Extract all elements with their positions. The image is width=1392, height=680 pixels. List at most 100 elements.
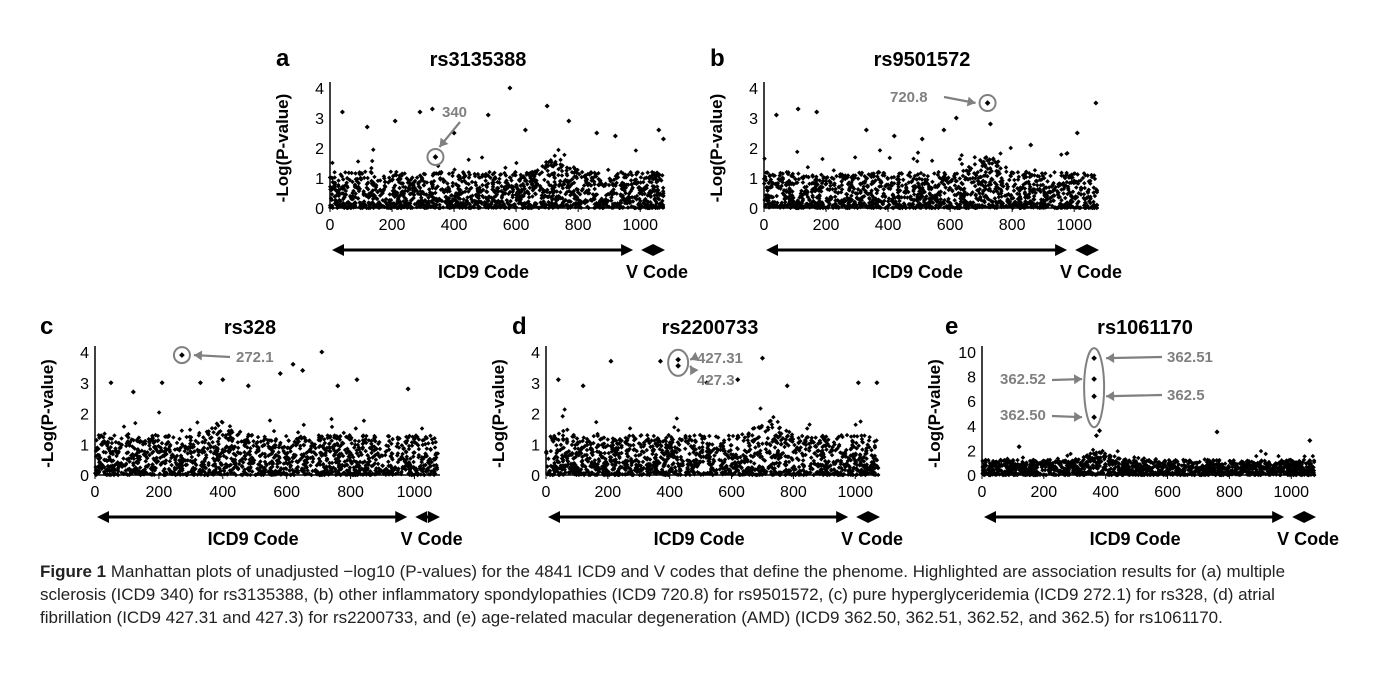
data-point xyxy=(507,85,513,91)
data-point xyxy=(439,169,444,175)
data-point xyxy=(329,424,335,430)
data-point xyxy=(319,349,325,355)
data-point xyxy=(800,180,806,185)
data-point xyxy=(423,205,429,210)
x-tick-label: 0 xyxy=(91,484,100,501)
section-arrow-head xyxy=(395,511,408,523)
data-point xyxy=(814,109,820,115)
annotation-label: 720.8 xyxy=(890,89,928,106)
data-point xyxy=(121,456,126,461)
data-point xyxy=(1048,173,1053,179)
data-point xyxy=(353,191,358,196)
data-point xyxy=(1028,142,1034,148)
data-point xyxy=(506,205,512,211)
data-point xyxy=(189,454,195,460)
x-tick-label: 600 xyxy=(937,217,964,234)
data-point xyxy=(959,153,964,158)
data-point xyxy=(556,147,561,153)
x-tick-label: 800 xyxy=(337,484,364,501)
data-point xyxy=(479,155,485,160)
data-point xyxy=(341,430,347,436)
y-tick-label: 3 xyxy=(80,376,89,393)
y-tick-label: 1 xyxy=(80,437,89,454)
data-point xyxy=(465,195,470,200)
section-arrow-head xyxy=(641,244,654,256)
data-points xyxy=(327,85,666,211)
data-point xyxy=(428,446,433,452)
data-point xyxy=(245,383,251,389)
data-point xyxy=(332,169,337,175)
data-point xyxy=(902,195,907,200)
y-tick-label: 0 xyxy=(749,201,758,218)
y-axis-label: -Log(P-value) xyxy=(38,359,57,468)
highlight-point xyxy=(179,352,185,358)
data-point xyxy=(365,175,370,181)
section-arrow-head xyxy=(766,244,778,256)
data-point xyxy=(443,187,448,192)
y-tick-label: 1 xyxy=(315,171,324,188)
data-point xyxy=(372,174,377,180)
data-point xyxy=(762,156,767,161)
section-label: ICD9 Code xyxy=(208,529,299,549)
data-point xyxy=(559,173,565,178)
section-label: V Code xyxy=(626,262,688,282)
data-point xyxy=(112,433,117,438)
data-point xyxy=(370,182,375,187)
data-point xyxy=(195,420,200,425)
data-point xyxy=(360,433,366,439)
section-arrow-head xyxy=(1087,244,1099,256)
data-point xyxy=(987,121,993,127)
x-tick-label: 200 xyxy=(595,484,622,501)
data-point xyxy=(300,367,306,373)
data-point xyxy=(805,165,811,170)
panel-letter: d xyxy=(512,313,527,340)
y-tick-label: 2 xyxy=(749,141,758,158)
data-point xyxy=(411,459,416,465)
data-point xyxy=(1093,100,1099,106)
y-tick-label: 1 xyxy=(749,171,758,188)
data-point xyxy=(335,383,341,389)
data-point xyxy=(1074,185,1079,190)
data-point xyxy=(210,439,215,445)
data-point xyxy=(119,436,124,441)
data-point xyxy=(1008,145,1014,151)
x-tick-label: 1000 xyxy=(1056,217,1092,234)
data-point xyxy=(255,434,261,440)
x-tick-label: 600 xyxy=(718,484,745,501)
data-point xyxy=(466,157,471,163)
data-point xyxy=(445,181,450,186)
x-tick-label: 0 xyxy=(760,217,769,234)
data-point xyxy=(942,190,947,196)
data-point xyxy=(953,115,959,121)
data-point xyxy=(382,179,388,185)
y-tick-label: 0 xyxy=(531,468,540,485)
data-point xyxy=(477,175,483,180)
annotation-label: 340 xyxy=(442,104,467,121)
data-point xyxy=(469,179,475,185)
annotation-arrow-head xyxy=(966,96,976,107)
data-point xyxy=(832,194,838,200)
data-point xyxy=(343,170,348,175)
data-point xyxy=(914,158,920,164)
annotation-arrow-head xyxy=(193,350,203,361)
section-label: ICD9 Code xyxy=(438,262,529,282)
data-point xyxy=(566,118,572,124)
data-point xyxy=(331,180,336,185)
data-point xyxy=(656,127,662,133)
data-point xyxy=(148,446,153,452)
data-point xyxy=(530,194,535,199)
y-tick-label: 0 xyxy=(80,468,89,485)
x-tick-label: 1000 xyxy=(837,484,873,501)
data-point xyxy=(286,438,291,444)
data-point xyxy=(919,136,925,142)
data-point xyxy=(392,183,398,188)
data-point xyxy=(346,170,352,176)
data-point xyxy=(377,446,383,452)
data-point xyxy=(370,147,376,152)
data-point xyxy=(446,171,452,176)
x-tick-label: 800 xyxy=(999,217,1026,234)
data-point xyxy=(405,386,411,392)
x-tick-label: 200 xyxy=(379,217,406,234)
